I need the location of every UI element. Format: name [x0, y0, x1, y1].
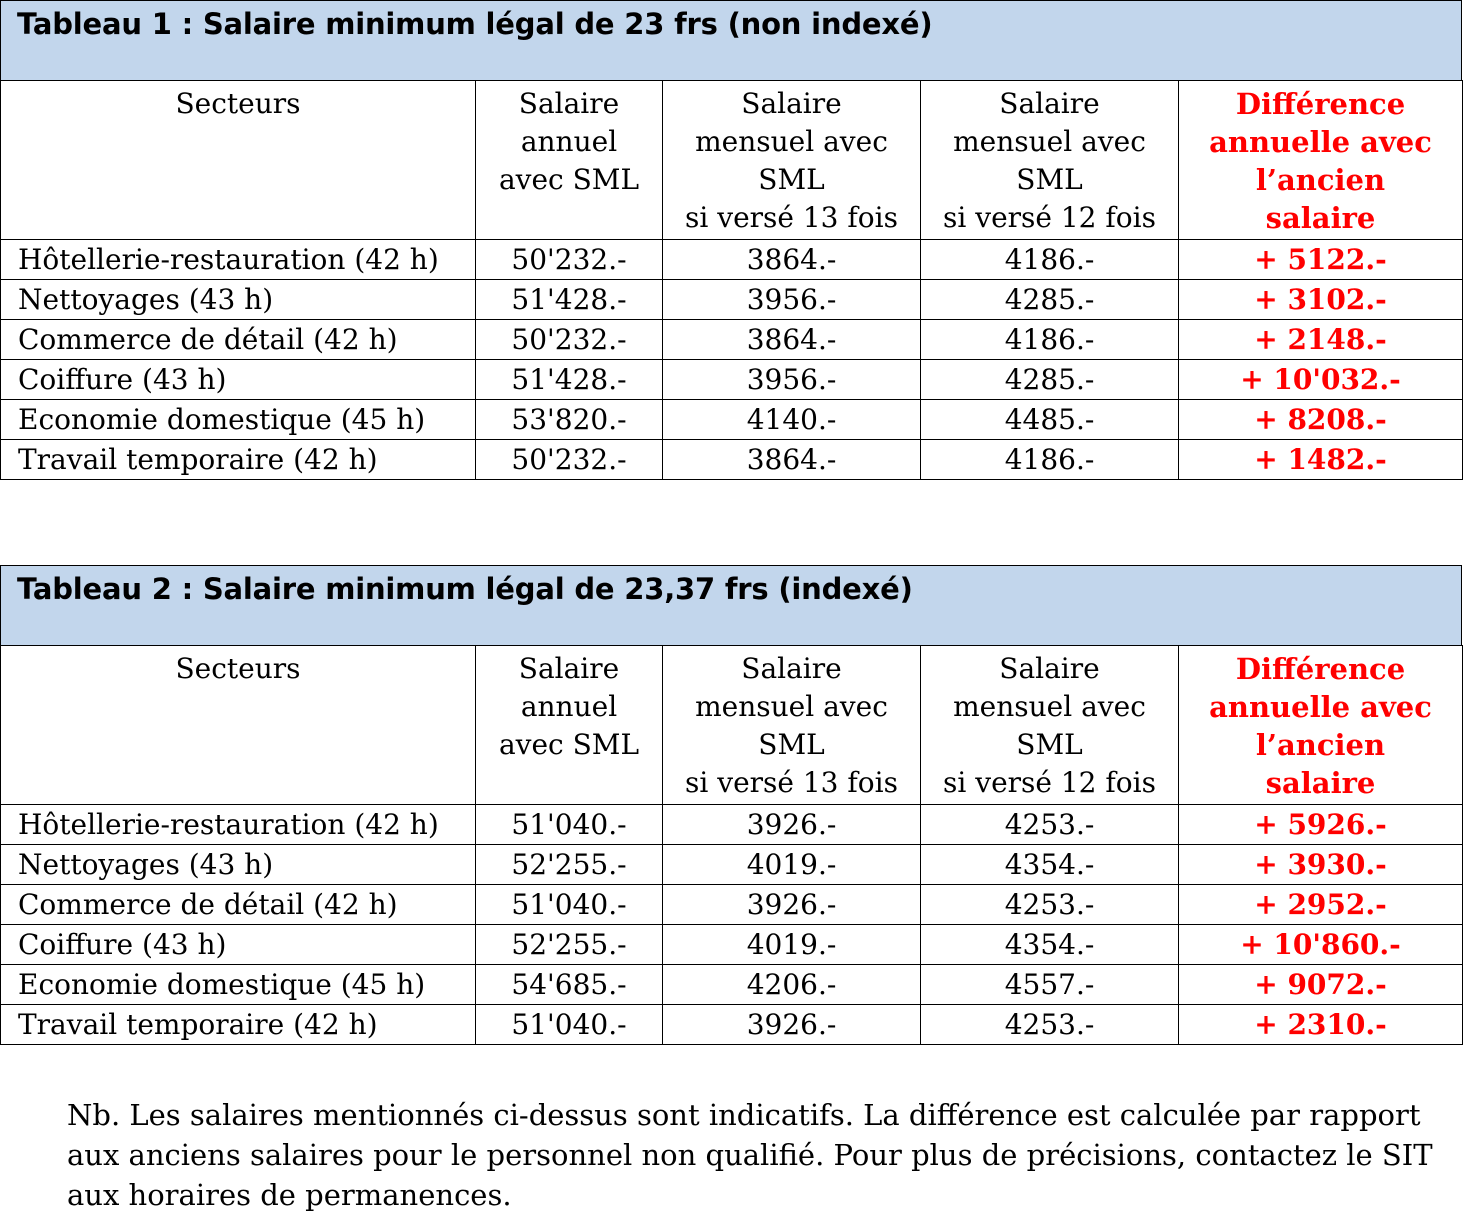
- table-row: Coiffure (43 h) 51'428.- 3956.- 4285.- +…: [0, 359, 1463, 400]
- cell-monthly-12: 4285.-: [920, 359, 1179, 400]
- header-difference: Différence annuelle avec l’ancien salair…: [1178, 645, 1463, 805]
- table-row: Travail temporaire (42 h) 50'232.- 3864.…: [0, 439, 1463, 480]
- cell-sector: Travail temporaire (42 h): [0, 439, 476, 480]
- header-monthly-13: Salaire mensuel avec SML si versé 13 foi…: [662, 645, 921, 805]
- cell-sector: Commerce de détail (42 h): [0, 319, 476, 360]
- table-row: Travail temporaire (42 h) 51'040.- 3926.…: [0, 1004, 1463, 1045]
- header-row: Secteurs Salaire annuel avec SML Salaire…: [0, 80, 1463, 240]
- cell-annual: 53'820.-: [475, 399, 663, 440]
- table-row: Hôtellerie-restauration (42 h) 51'040.- …: [0, 804, 1463, 845]
- header-monthly-13: Salaire mensuel avec SML si versé 13 foi…: [662, 80, 921, 240]
- cell-monthly-13: 3864.-: [662, 239, 921, 280]
- cell-sector: Hôtellerie-restauration (42 h): [0, 239, 476, 280]
- cell-difference: + 1482.-: [1178, 439, 1463, 480]
- cell-difference: + 5122.-: [1178, 239, 1463, 280]
- header-sector: Secteurs: [0, 645, 476, 805]
- cell-difference: + 2310.-: [1178, 1004, 1463, 1045]
- cell-monthly-12: 4485.-: [920, 399, 1179, 440]
- cell-difference: + 3102.-: [1178, 279, 1463, 320]
- cell-sector: Travail temporaire (42 h): [0, 1004, 476, 1045]
- cell-monthly-13: 4206.-: [662, 964, 921, 1005]
- cell-annual: 52'255.-: [475, 924, 663, 965]
- header-annual-salary: Salaire annuel avec SML: [475, 80, 663, 240]
- cell-annual: 51'040.-: [475, 804, 663, 845]
- header-difference: Différence annuelle avec l’ancien salair…: [1178, 80, 1463, 240]
- salary-data-table: Secteurs Salaire annuel avec SML Salaire…: [0, 645, 1463, 1045]
- header-sector: Secteurs: [0, 80, 476, 240]
- cell-sector: Commerce de détail (42 h): [0, 884, 476, 925]
- cell-sector: Nettoyages (43 h): [0, 844, 476, 885]
- table-title: Tableau 2 : Salaire minimum légal de 23,…: [17, 572, 913, 606]
- header-monthly-12: Salaire mensuel avec SML si versé 12 foi…: [920, 645, 1179, 805]
- table-row: Coiffure (43 h) 52'255.- 4019.- 4354.- +…: [0, 924, 1463, 965]
- cell-monthly-13: 4019.-: [662, 924, 921, 965]
- cell-monthly-12: 4186.-: [920, 319, 1179, 360]
- cell-annual: 50'232.-: [475, 239, 663, 280]
- cell-difference: + 10'032.-: [1178, 359, 1463, 400]
- cell-monthly-13: 3926.-: [662, 804, 921, 845]
- cell-monthly-13: 3864.-: [662, 439, 921, 480]
- cell-difference: + 9072.-: [1178, 964, 1463, 1005]
- cell-sector: Economie domestique (45 h): [0, 964, 476, 1005]
- cell-annual: 54'685.-: [475, 964, 663, 1005]
- cell-annual: 51'428.-: [475, 279, 663, 320]
- header-monthly-12: Salaire mensuel avec SML si versé 12 foi…: [920, 80, 1179, 240]
- cell-monthly-12: 4253.-: [920, 1004, 1179, 1045]
- cell-monthly-13: 4019.-: [662, 844, 921, 885]
- table-row: Commerce de détail (42 h) 50'232.- 3864.…: [0, 319, 1463, 360]
- cell-sector: Nettoyages (43 h): [0, 279, 476, 320]
- cell-monthly-12: 4557.-: [920, 964, 1179, 1005]
- cell-sector: Coiffure (43 h): [0, 359, 476, 400]
- footnote: Nb. Les salaires mentionnés ci-dessus so…: [67, 1098, 1433, 1212]
- cell-sector: Hôtellerie-restauration (42 h): [0, 804, 476, 845]
- cell-monthly-12: 4354.-: [920, 844, 1179, 885]
- table-row: Nettoyages (43 h) 52'255.- 4019.- 4354.-…: [0, 844, 1463, 885]
- cell-annual: 51'428.-: [475, 359, 663, 400]
- table-row: Economie domestique (45 h) 54'685.- 4206…: [0, 964, 1463, 1005]
- table-row: Economie domestique (45 h) 53'820.- 4140…: [0, 399, 1463, 440]
- cell-monthly-13: 4140.-: [662, 399, 921, 440]
- header-row: Secteurs Salaire annuel avec SML Salaire…: [0, 645, 1463, 805]
- table-title-bar: Tableau 1 : Salaire minimum légal de 23 …: [0, 0, 1462, 80]
- cell-monthly-13: 3864.-: [662, 319, 921, 360]
- cell-monthly-12: 4253.-: [920, 804, 1179, 845]
- table-row: Nettoyages (43 h) 51'428.- 3956.- 4285.-…: [0, 279, 1463, 320]
- cell-difference: + 3930.-: [1178, 844, 1463, 885]
- table-row: Hôtellerie-restauration (42 h) 50'232.- …: [0, 239, 1463, 280]
- cell-monthly-12: 4285.-: [920, 279, 1179, 320]
- cell-monthly-12: 4186.-: [920, 439, 1179, 480]
- cell-monthly-13: 3926.-: [662, 1004, 921, 1045]
- cell-monthly-12: 4354.-: [920, 924, 1179, 965]
- cell-difference: + 2952.-: [1178, 884, 1463, 925]
- cell-annual: 52'255.-: [475, 844, 663, 885]
- cell-difference: + 8208.-: [1178, 399, 1463, 440]
- cell-monthly-12: 4186.-: [920, 239, 1179, 280]
- cell-annual: 51'040.-: [475, 884, 663, 925]
- cell-annual: 51'040.-: [475, 1004, 663, 1045]
- table-title-bar: Tableau 2 : Salaire minimum légal de 23,…: [0, 565, 1462, 645]
- table-title: Tableau 1 : Salaire minimum légal de 23 …: [17, 7, 933, 41]
- cell-monthly-12: 4253.-: [920, 884, 1179, 925]
- cell-difference: + 5926.-: [1178, 804, 1463, 845]
- cell-monthly-13: 3926.-: [662, 884, 921, 925]
- cell-monthly-13: 3956.-: [662, 279, 921, 320]
- table-row: Commerce de détail (42 h) 51'040.- 3926.…: [0, 884, 1463, 925]
- cell-sector: Economie domestique (45 h): [0, 399, 476, 440]
- cell-difference: + 2148.-: [1178, 319, 1463, 360]
- header-annual-salary: Salaire annuel avec SML: [475, 645, 663, 805]
- salary-data-table: Secteurs Salaire annuel avec SML Salaire…: [0, 80, 1463, 480]
- cell-annual: 50'232.-: [475, 319, 663, 360]
- cell-monthly-13: 3956.-: [662, 359, 921, 400]
- cell-sector: Coiffure (43 h): [0, 924, 476, 965]
- cell-annual: 50'232.-: [475, 439, 663, 480]
- cell-difference: + 10'860.-: [1178, 924, 1463, 965]
